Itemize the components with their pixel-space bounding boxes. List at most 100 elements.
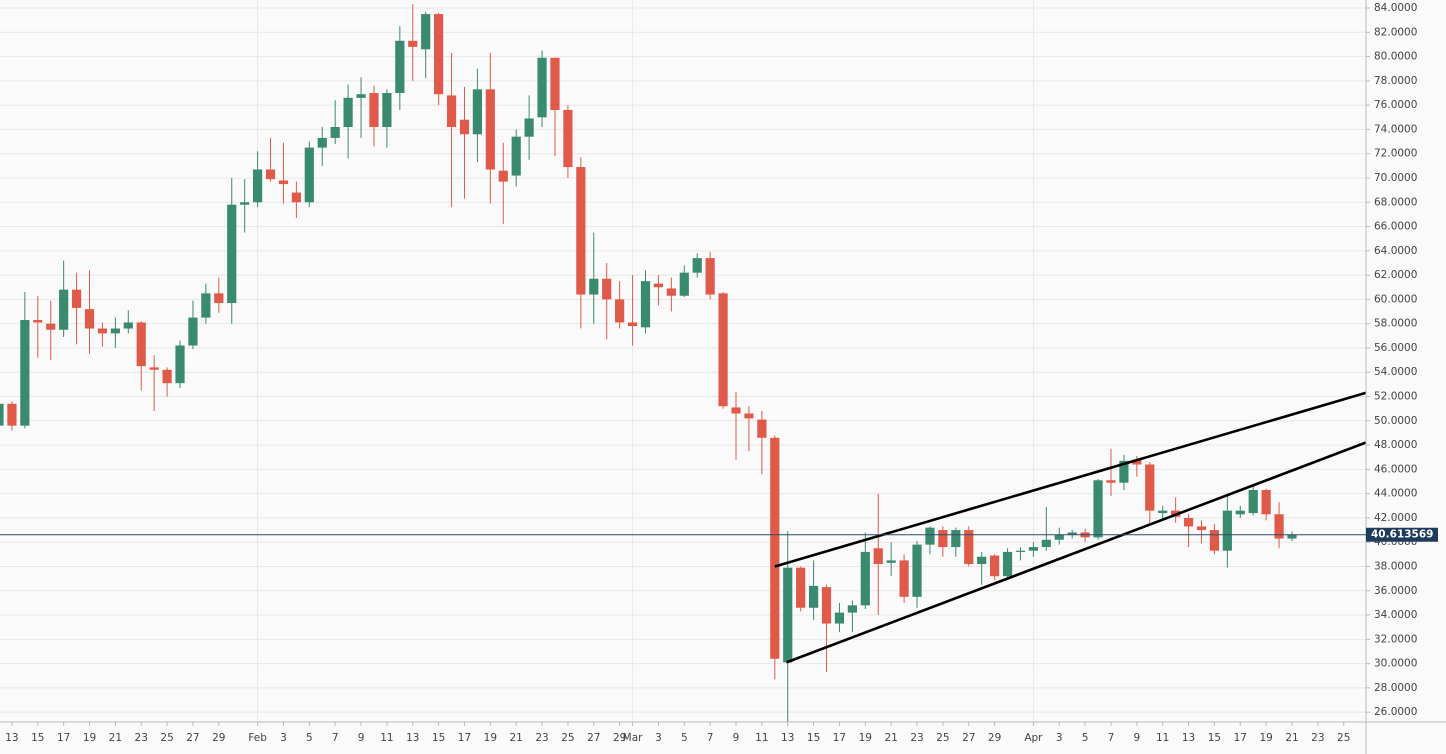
y-tick-label: 84.0000: [1374, 2, 1417, 14]
x-tick-label: 17: [1234, 732, 1247, 744]
candle-body: [679, 272, 689, 296]
candle-body: [1054, 534, 1064, 540]
candle-body: [666, 288, 676, 296]
y-tick-label: 64.0000: [1374, 245, 1417, 257]
x-tick-label: 25: [1337, 732, 1350, 744]
x-tick-label: 5: [681, 732, 688, 744]
candle-body: [705, 258, 715, 295]
candle-body: [834, 612, 845, 624]
x-tick-label: Apr: [1024, 732, 1043, 744]
candle-body: [317, 137, 327, 148]
y-tick-label: 30.0000: [1374, 658, 1417, 670]
y-tick-label: 46.0000: [1374, 463, 1417, 475]
x-tick-label: 19: [484, 732, 497, 744]
candle-body: [602, 278, 612, 300]
x-tick-label: Feb: [248, 732, 267, 744]
x-tick-label: 11: [1156, 732, 1169, 744]
candle-body: [408, 40, 418, 47]
candle-body: [33, 320, 43, 323]
trendline: [785, 441, 1366, 664]
x-tick-label: 9: [1133, 732, 1140, 744]
y-tick-label: 62.0000: [1374, 269, 1417, 281]
x-tick-label: 29: [212, 732, 225, 744]
candle-body: [886, 560, 896, 563]
candle-body: [421, 14, 431, 50]
candle-body: [395, 40, 405, 93]
candle-body: [783, 567, 793, 663]
last-price-box: [1366, 527, 1438, 542]
candle-body: [1093, 480, 1103, 538]
y-tick-label: 82.0000: [1374, 26, 1417, 38]
y-tick-label: 68.0000: [1374, 196, 1417, 208]
candle-body: [227, 204, 237, 304]
x-tick-label: 17: [57, 732, 70, 744]
candle-body: [84, 309, 95, 329]
candle-body: [821, 587, 832, 624]
candle-body: [459, 119, 470, 135]
y-tick-label: 54.0000: [1374, 366, 1417, 378]
candle-body: [1235, 510, 1245, 515]
candle-body: [925, 527, 935, 545]
candle-body: [627, 322, 638, 327]
y-tick-label: 36.0000: [1374, 585, 1417, 597]
x-tick-label: 15: [807, 732, 820, 744]
candle-body: [46, 323, 56, 330]
y-tick-label: 34.0000: [1374, 609, 1417, 621]
x-tick-label: 23: [910, 732, 923, 744]
x-tick-label: Mar: [623, 732, 643, 744]
y-tick-label: 72.0000: [1374, 148, 1417, 160]
y-tick-label: 80.0000: [1374, 51, 1417, 63]
y-tick-label: 58.0000: [1374, 318, 1417, 330]
y-tick-label: 44.0000: [1374, 488, 1417, 500]
candle-body: [990, 555, 1000, 577]
candle-body: [382, 92, 392, 127]
x-tick-label: 29: [613, 732, 626, 744]
candle-body: [653, 283, 664, 288]
y-tick-label: 56.0000: [1374, 342, 1417, 354]
candle-body: [149, 367, 159, 370]
candle-body: [718, 293, 728, 407]
candle-body: [175, 345, 185, 384]
candle-body: [278, 180, 289, 185]
x-tick-label: 9: [358, 732, 365, 744]
x-tick-label: 3: [1056, 732, 1063, 744]
candle-body: [498, 170, 508, 182]
candle-body: [796, 567, 806, 608]
candle-body: [110, 328, 120, 334]
candle-body: [369, 92, 379, 127]
candle-body: [1145, 464, 1155, 511]
candle-body: [1209, 530, 1220, 551]
candle-body: [1106, 480, 1116, 483]
y-tick-label: 70.0000: [1374, 172, 1417, 184]
grid: [0, 0, 1366, 722]
candle-body: [1067, 532, 1077, 535]
candle-body: [240, 202, 250, 205]
y-tick-label: 78.0000: [1374, 75, 1417, 87]
x-tick-label: 15: [1208, 732, 1221, 744]
candle-body: [1119, 460, 1129, 483]
candle-body: [214, 293, 224, 304]
y-tick-label: 60.0000: [1374, 293, 1417, 305]
x-tick-label: 23: [135, 732, 148, 744]
y-tick-label: 32.0000: [1374, 633, 1417, 645]
candle-body: [330, 126, 340, 138]
candle-body: [265, 169, 276, 180]
candle-body: [485, 89, 495, 170]
candle-body: [731, 407, 741, 414]
y-tick-label: 52.0000: [1374, 391, 1417, 403]
x-tick-label: 19: [859, 732, 872, 744]
candle-body: [59, 289, 69, 330]
candle-body: [589, 278, 599, 295]
candle-body: [563, 109, 573, 168]
x-tick-label: 17: [458, 732, 471, 744]
candle-body: [537, 57, 547, 118]
candle-body: [964, 530, 974, 565]
x-tick-label: 5: [1082, 732, 1089, 744]
x-tick-label: 3: [655, 732, 662, 744]
candle-body: [356, 94, 366, 98]
candle-body: [977, 556, 987, 565]
y-tick-label: 74.0000: [1374, 123, 1417, 135]
candle-body: [343, 97, 353, 127]
x-tick-label: 17: [833, 732, 846, 744]
